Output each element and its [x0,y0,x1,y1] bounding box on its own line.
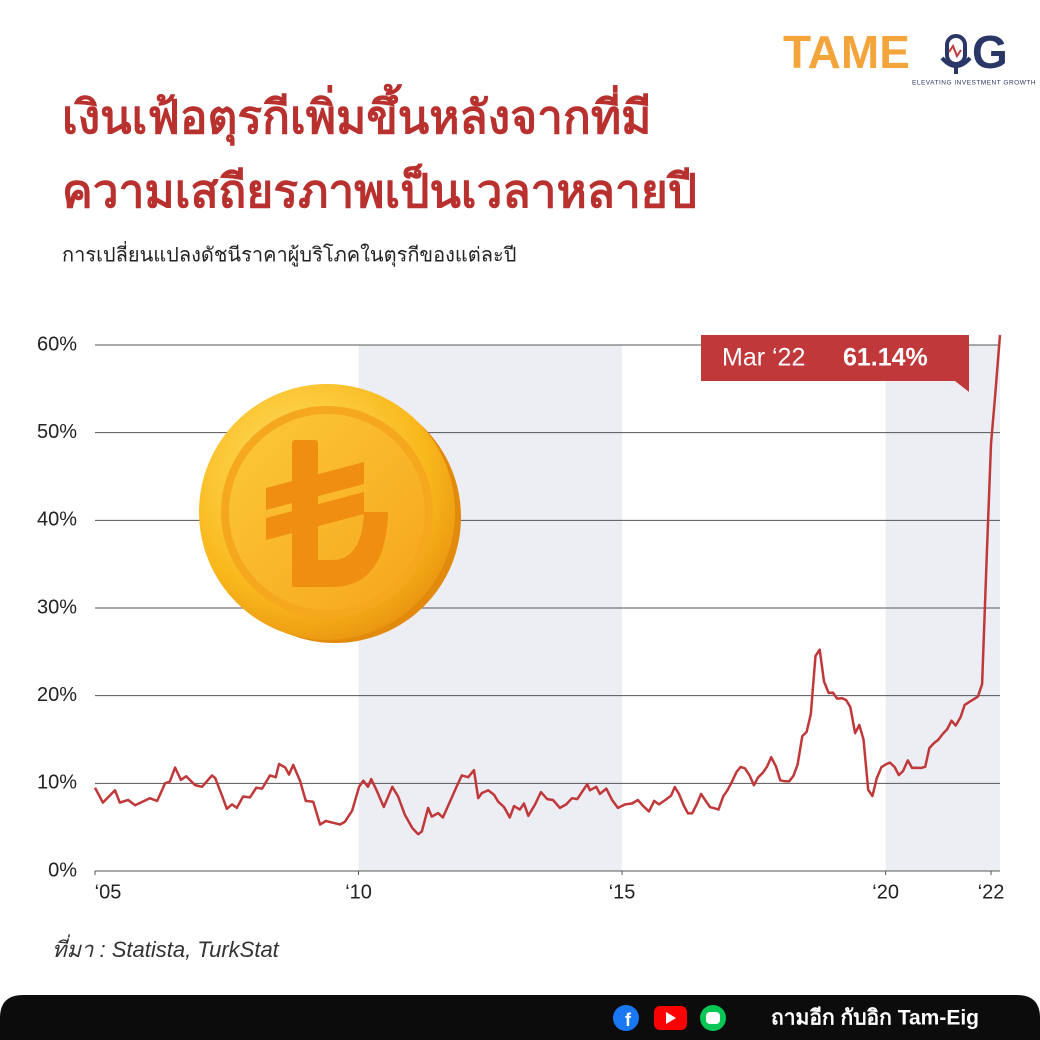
svg-text:f: f [625,1010,632,1030]
y-tick-label: 40% [37,509,77,531]
x-tick-label: ‘20 [872,881,899,903]
coin-illustration [199,384,461,643]
y-tick-label: 0% [48,859,77,881]
plot: 0% 10% 20% 30% 40% 50% 60% ‘05 ‘10 ‘15 ‘20 ‘22 Mar ‘… [37,333,1004,903]
y-tick-label: 30% [37,596,77,618]
annotation-box [701,335,969,381]
y-tick-label: 50% [37,421,77,443]
footer-text: ถามอีก กับอิก Tam-Eig [771,1006,979,1030]
logo-text: TAME [783,26,910,78]
subtitle: การเปลี่ยนแปลงดัชนีราคาผู้บริโภคในตุรกีข… [62,240,516,267]
x-tick-label: ‘22 [978,881,1005,903]
annotation-label: Mar ‘22 [722,344,805,372]
annotation-value: 61.14% [843,344,928,372]
y-tick-label: 20% [37,684,77,706]
y-tick-label: 10% [37,772,77,794]
annotation-pointer [955,381,969,392]
source: ที่มา : Statista, TurkStat [52,934,280,962]
footer-bar [0,995,1040,1040]
inflation-line [93,334,1002,836]
title-line: ความเสถียรภาพเป็นเวลาหลายปี [62,163,697,217]
social-icons: f [613,1005,726,1031]
x-tick-label: ‘05 [95,881,122,903]
logo-mic [940,34,972,74]
logo-text: G [972,26,1008,78]
x-tick-label: ‘10 [345,881,372,903]
title-line: เงินเฟ้อตุรกีเพิ่มขึ้นหลังจากที่มี [62,83,652,146]
y-tick-label: 60% [37,333,77,355]
x-tick-label: ‘15 [609,881,636,903]
logo-tagline: ELEVATING INVESTMENT GROWTH [912,80,1036,87]
